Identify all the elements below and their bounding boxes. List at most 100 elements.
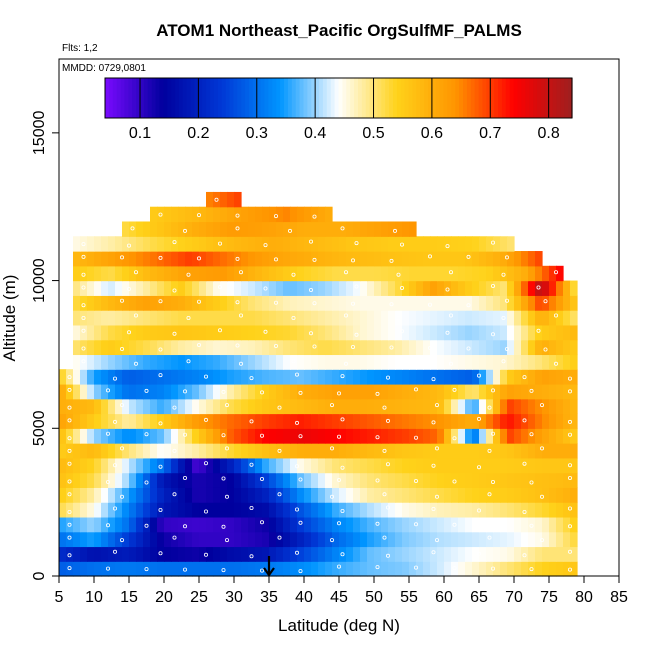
- heatmap-cell: [248, 383, 256, 400]
- heatmap-cell: [234, 413, 242, 429]
- heatmap-cell: [570, 324, 578, 341]
- observation-marker: [172, 535, 177, 540]
- heatmap-cell: [220, 369, 228, 385]
- observation-marker: [120, 255, 125, 260]
- observation-marker: [113, 419, 118, 424]
- heatmap-cell: [122, 310, 130, 326]
- heatmap-cell: [59, 516, 67, 533]
- heatmap-cell: [423, 531, 431, 548]
- heatmap-cell: [276, 280, 284, 296]
- heatmap-cell: [80, 443, 88, 459]
- heatmap-cell: [115, 236, 123, 252]
- observation-marker: [385, 375, 390, 380]
- observation-marker: [399, 285, 404, 290]
- heatmap-cell: [227, 443, 235, 459]
- heatmap-cell: [178, 516, 186, 533]
- heatmap-cell: [73, 398, 81, 415]
- heatmap-cell: [514, 546, 522, 562]
- date-note: MMDD: 0729,0801: [62, 63, 146, 74]
- heatmap-cell: [248, 428, 256, 444]
- observation-marker: [536, 285, 541, 290]
- heatmap-cell: [374, 487, 382, 503]
- heatmap-cell: [367, 487, 375, 503]
- heatmap-cell: [185, 221, 193, 237]
- observation-marker: [67, 535, 72, 540]
- heatmap-cell: [185, 413, 193, 429]
- heatmap-cell: [542, 531, 550, 548]
- heatmap-cell: [444, 516, 452, 533]
- heatmap-cell: [178, 339, 186, 356]
- heatmap-cell: [199, 324, 207, 341]
- heatmap-cell: [108, 339, 116, 356]
- heatmap-cell: [108, 428, 116, 444]
- heatmap-cell: [332, 561, 340, 577]
- heatmap-cell: [262, 398, 270, 415]
- observation-marker: [543, 347, 548, 352]
- heatmap-cell: [339, 354, 347, 370]
- heatmap-cell: [234, 428, 242, 444]
- heatmap-cell: [304, 236, 312, 252]
- heatmap-cell: [444, 339, 452, 356]
- colorbar-segment: [486, 78, 491, 118]
- colorbar-segment: [272, 78, 277, 118]
- observation-marker: [434, 538, 439, 543]
- observation-marker: [389, 345, 394, 350]
- heatmap-cell: [388, 383, 396, 400]
- colorbar-segment: [291, 78, 297, 118]
- heatmap-cell: [570, 413, 578, 429]
- heatmap-cell: [367, 443, 375, 459]
- heatmap-cell: [486, 251, 494, 267]
- observation-marker: [329, 403, 334, 408]
- heatmap-cell: [325, 369, 333, 385]
- heatmap-cell: [192, 236, 200, 252]
- heatmap-cell: [542, 487, 550, 503]
- heatmap-cell: [248, 310, 256, 326]
- heatmap-cell: [367, 310, 375, 326]
- observation-marker: [127, 286, 132, 291]
- heatmap-cell: [94, 443, 102, 459]
- heatmap-cell: [241, 561, 249, 577]
- heatmap-cell: [465, 265, 473, 282]
- heatmap-cell: [535, 369, 543, 385]
- observation-marker: [158, 507, 163, 512]
- observation-marker: [249, 376, 254, 381]
- heatmap-cell: [262, 413, 270, 429]
- heatmap-cell: [318, 443, 326, 459]
- heatmap-cell: [500, 502, 508, 518]
- heatmap-cell: [227, 265, 235, 282]
- observation-marker: [452, 436, 457, 441]
- observation-marker: [392, 228, 397, 233]
- heatmap-cell: [248, 221, 256, 237]
- heatmap-cell: [171, 295, 179, 311]
- observation-marker: [399, 329, 404, 334]
- heatmap-cell: [444, 428, 452, 444]
- heatmap-cell: [563, 472, 571, 488]
- heatmap-cell: [115, 561, 123, 577]
- heatmap-cell: [521, 339, 529, 356]
- heatmap-cell: [570, 354, 578, 370]
- observation-marker: [120, 446, 125, 451]
- heatmap-cell: [374, 324, 382, 341]
- colorbar-segment: [490, 78, 495, 118]
- colorbar-segment: [455, 78, 460, 118]
- observation-marker: [67, 479, 72, 484]
- colorbar-segment: [315, 78, 320, 118]
- heatmap-cell: [542, 546, 550, 562]
- observation-marker: [277, 448, 282, 453]
- heatmap-cell: [367, 265, 375, 282]
- heatmap-cell: [276, 383, 284, 400]
- colorbar-segment: [284, 78, 289, 118]
- heatmap-cell: [136, 516, 144, 533]
- heatmap-cell: [325, 251, 333, 267]
- heatmap-cell: [521, 531, 529, 548]
- heatmap-cell: [283, 369, 291, 385]
- heatmap-cell: [318, 398, 326, 415]
- heatmap-cell: [507, 516, 515, 533]
- heatmap-cell: [563, 413, 571, 429]
- heatmap-cell: [311, 354, 319, 370]
- heatmap-cell: [80, 383, 88, 400]
- heatmap-cell: [241, 280, 249, 296]
- heatmap-cell: [157, 531, 165, 548]
- observation-marker: [427, 254, 432, 259]
- observation-marker: [476, 465, 481, 470]
